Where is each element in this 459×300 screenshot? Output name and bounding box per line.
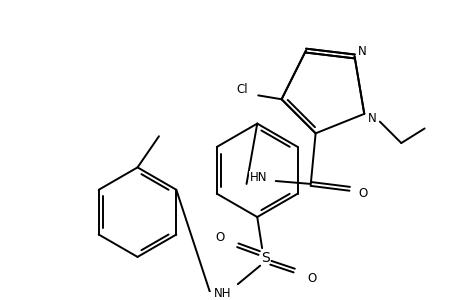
Text: O: O: [215, 231, 224, 244]
Text: O: O: [358, 187, 367, 200]
Text: Cl: Cl: [236, 83, 248, 96]
Text: NH: NH: [213, 287, 230, 300]
Text: S: S: [260, 251, 269, 265]
Text: O: O: [307, 272, 316, 285]
Text: HN: HN: [249, 171, 266, 184]
Text: N: N: [357, 45, 366, 58]
Text: N: N: [367, 112, 375, 125]
